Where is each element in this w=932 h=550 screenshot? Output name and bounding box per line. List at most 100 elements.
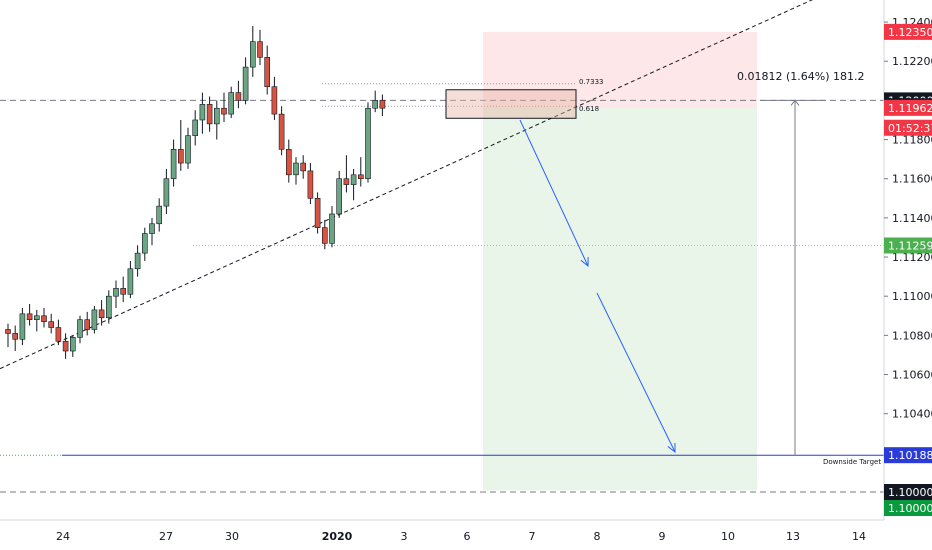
candle-body [206, 104, 213, 125]
downside-target-label: Downside Target [823, 458, 881, 466]
candle-body [26, 313, 33, 320]
price-tag-label: 1.10188 [888, 449, 932, 462]
candle-body [350, 174, 357, 185]
candle-body [12, 333, 18, 340]
candle-body [98, 309, 105, 319]
price-tag [884, 99, 932, 116]
candle-body [113, 288, 119, 297]
candle-body [178, 149, 184, 164]
candle-body [264, 57, 271, 87]
candle-body [235, 92, 242, 101]
candle-body [250, 41, 256, 68]
candle-body [278, 113, 285, 150]
candle-body [192, 119, 198, 136]
price-tag [884, 119, 932, 136]
candle-body [127, 268, 134, 295]
candle-body [300, 162, 307, 172]
candle-body [106, 295, 112, 319]
time-axis-bg [0, 520, 932, 550]
time-tick-label: 14 [852, 530, 866, 543]
candle-body [271, 86, 278, 115]
candle-body [149, 223, 155, 234]
candle-body [307, 170, 314, 199]
candle-body [336, 178, 343, 215]
candle-body [134, 252, 141, 270]
candle-body [343, 178, 350, 185]
time-tick-label: 10 [721, 530, 735, 543]
price-tick-label: 1.11000 [892, 290, 932, 303]
price-tag-label: 1.11962 [888, 102, 932, 115]
price-tick-label: 1.11200 [892, 251, 932, 264]
time-tick-label: 2020 [322, 530, 353, 543]
candle-body [55, 327, 62, 342]
annotations: 0.7333 0.618 0.01812 (1.64%) 181.2 Downs… [579, 70, 881, 466]
price-tick-label: 1.10800 [892, 329, 932, 342]
projection-arrowhead [580, 256, 589, 268]
candle-body [48, 321, 55, 328]
candle-body [33, 315, 40, 320]
candle-body [142, 233, 148, 254]
candle-body [41, 315, 47, 322]
candle-body [70, 337, 76, 352]
price-tick-label: 1.10400 [892, 408, 932, 421]
candle-body [84, 319, 90, 330]
trade-zones [483, 31, 757, 491]
candle-body [199, 104, 206, 121]
price-tag-label: 1.10000 [888, 486, 932, 499]
time-tick-label: 24 [56, 530, 70, 543]
candle-body [314, 198, 321, 228]
candle-body [357, 174, 364, 180]
measure-arrowhead [790, 99, 800, 106]
candle-body [185, 135, 191, 164]
candle-body [321, 227, 328, 244]
price-axis-bg [884, 0, 932, 520]
candle-body [228, 92, 234, 115]
candle-body [62, 340, 69, 352]
price-tag [884, 23, 932, 40]
take-profit-zone [483, 107, 757, 491]
projection-arrow [519, 119, 589, 267]
projection-arrowhead [667, 442, 676, 454]
price-tick-label: 1.12200 [892, 55, 932, 68]
price-tag-label: 01:52:37 [888, 122, 932, 135]
price-tick-label: 1.11800 [892, 134, 932, 147]
candle-body [285, 149, 292, 176]
candlesticks [5, 25, 386, 359]
price-axis[interactable]: 1.124001.122001.120001.118001.116001.114… [883, 0, 932, 520]
candle-body [329, 213, 335, 244]
candle-body [156, 205, 162, 225]
candle-body [91, 309, 98, 330]
time-tick-label: 13 [786, 530, 800, 543]
price-tick-label: 1.11400 [892, 212, 932, 225]
candle-body [379, 100, 386, 109]
price-tag [884, 237, 932, 254]
candle-body [372, 100, 379, 109]
price-tag [884, 484, 932, 500]
projection-arrow [596, 292, 676, 453]
time-tick-label: 7 [529, 530, 536, 543]
time-tick-label: 27 [159, 530, 173, 543]
time-axis[interactable]: 24 27 30 2020 3 6 7 8 9 10 13 14 [0, 519, 932, 550]
candle-body [293, 162, 299, 176]
horizontal-lines [0, 0, 884, 493]
candle-body [77, 319, 83, 338]
candle-body [214, 107, 220, 125]
stop-loss-zone [483, 31, 757, 108]
candle-body [163, 178, 170, 207]
time-tick-label: 9 [659, 530, 666, 543]
candle-body [221, 107, 227, 115]
fib-label-0733: 0.7333 [579, 78, 604, 86]
candle-body [120, 288, 126, 295]
fib-label-0618: 0.618 [579, 105, 599, 113]
candle-body [170, 149, 177, 180]
ascending-trendline [0, 0, 813, 370]
price-tag-label: 1.10000 [888, 502, 932, 515]
price-tag [884, 447, 932, 464]
candle-body [257, 41, 263, 58]
price-tag-label: 1.11259 [888, 239, 932, 252]
candle-body [5, 329, 11, 334]
candle-body [365, 107, 371, 180]
price-tag [884, 500, 932, 516]
price-tick-label: 1.10600 [892, 369, 932, 382]
